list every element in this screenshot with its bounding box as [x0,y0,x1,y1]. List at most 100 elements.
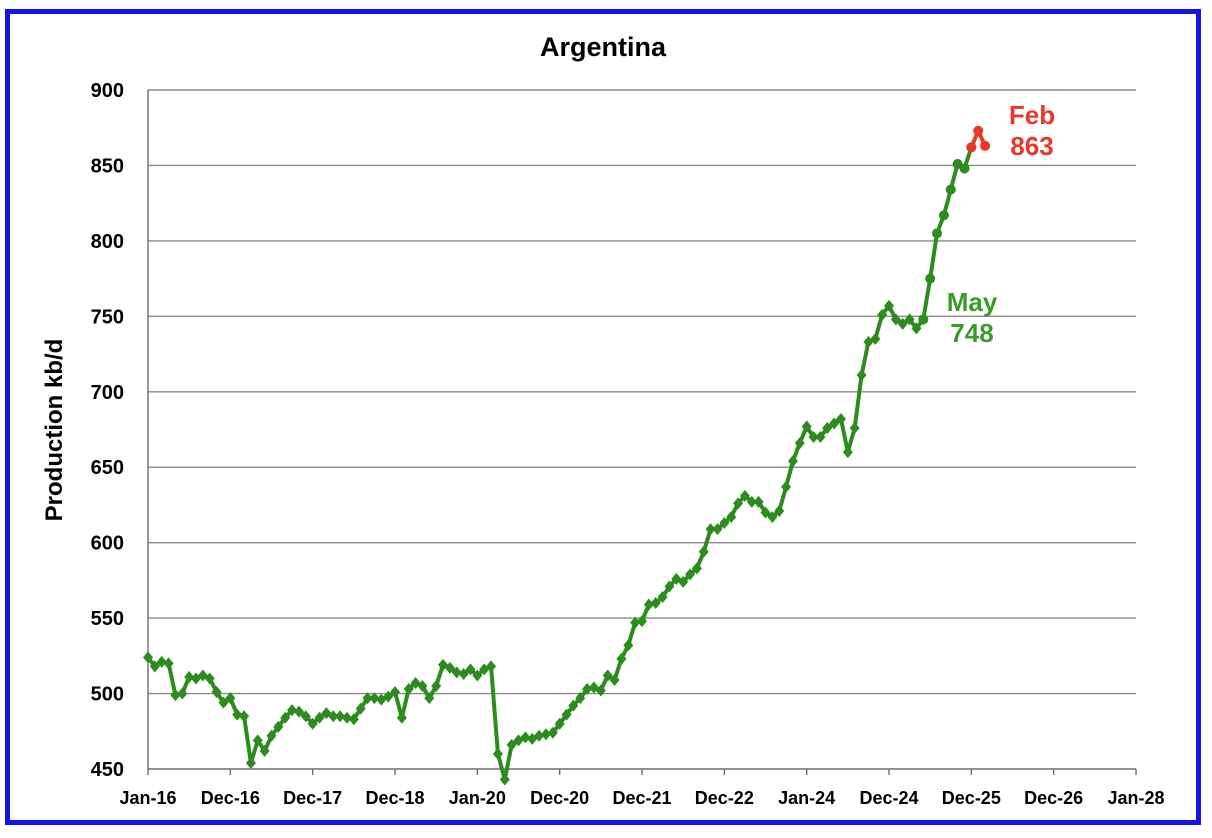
data-point [328,710,339,723]
data-point [890,313,901,326]
data-point [259,744,270,757]
data-point [698,545,709,558]
data-point [685,568,696,581]
data-point [712,523,723,536]
x-tick-label: Dec-26 [1024,788,1083,808]
data-point [245,756,256,769]
data-point [575,692,586,705]
data-point [767,511,778,524]
data-point [458,667,469,680]
data-point [369,692,380,705]
data-point [630,616,641,629]
data-point [657,590,668,603]
data-point [787,455,798,468]
x-tick-label: Jan-16 [119,788,176,808]
data-point [815,431,826,444]
data-point [396,711,407,724]
data-point [877,308,888,321]
data-point [472,669,483,682]
y-axis-label: Production kb/d [41,339,68,522]
data-point [616,652,627,665]
data-point [726,511,737,524]
y-tick-label: 500 [91,684,124,706]
data-series [143,125,991,786]
data-point [959,163,970,174]
annotation-text: Feb [1009,100,1055,130]
data-point [637,615,647,628]
data-point [211,686,222,699]
x-tick-label: Dec-21 [612,788,671,808]
data-point [609,673,620,686]
y-tick-label: 900 [91,80,124,102]
data-point [341,711,352,724]
x-tick-label: Jan-20 [449,788,506,808]
x-tick-label: Dec-18 [365,788,424,808]
data-point [774,504,785,517]
x-tick-labels: Jan-16 Dec-16 Dec-17 Dec-18 Jan-20 Dec-20 Dec-… [119,769,1165,808]
chart-title: Argentina [540,32,667,62]
x-tick-label: Dec-20 [530,788,589,808]
data-point [300,710,311,723]
data-point [540,728,551,741]
x-tick-label: Dec-16 [201,788,260,808]
y-tick-label: 650 [91,457,124,479]
data-point [938,210,949,221]
data-point [547,726,558,739]
x-tick-label: Dec-17 [283,788,342,808]
data-point [705,523,716,536]
y-tick-label: 800 [91,231,124,253]
data-point [602,669,613,682]
x-tick-label: Jan-24 [778,788,835,808]
data-point [204,672,215,685]
data-point [794,437,805,450]
data-point [520,731,531,744]
data-point [966,142,977,153]
data-point [568,699,579,712]
data-point [362,692,373,705]
annotation-text: 863 [1010,131,1053,161]
data-point [623,639,634,652]
data-point [218,696,229,709]
data-point [808,431,819,444]
data-point [822,421,833,434]
y-tick-label: 700 [91,382,124,404]
x-tick-label: Dec-22 [695,788,754,808]
y-tick-label: 600 [91,533,124,555]
data-point [163,657,174,670]
annotation-text: May [947,287,998,317]
y-tick-label: 750 [91,306,124,328]
data-point [403,683,414,696]
data-point [383,690,394,703]
data-point [390,686,400,699]
data-point [856,369,867,382]
gridlines [147,89,1136,770]
data-point [719,517,730,530]
data-point [266,729,277,742]
data-point [925,273,936,284]
data-point [499,773,510,786]
data-point [746,495,757,508]
data-point [904,313,915,326]
data-point [884,299,894,312]
data-point [678,575,689,588]
data-point [945,184,956,195]
data-point [664,580,675,593]
data-point [595,684,606,697]
data-point [156,655,167,668]
data-point [293,705,304,718]
data-point [897,317,908,330]
data-point [149,660,160,673]
data-point [417,680,428,693]
data-point [650,597,661,610]
data-point [424,692,435,705]
data-point [691,562,702,575]
data-point [307,717,318,730]
data-point [733,497,744,510]
data-point [280,711,291,724]
data-point [781,480,792,493]
data-point [918,314,929,325]
data-point [801,420,812,433]
y-tick-labels: 450 500 550 600 650 700 750 800 850 900 [91,80,124,781]
data-point [451,666,462,679]
